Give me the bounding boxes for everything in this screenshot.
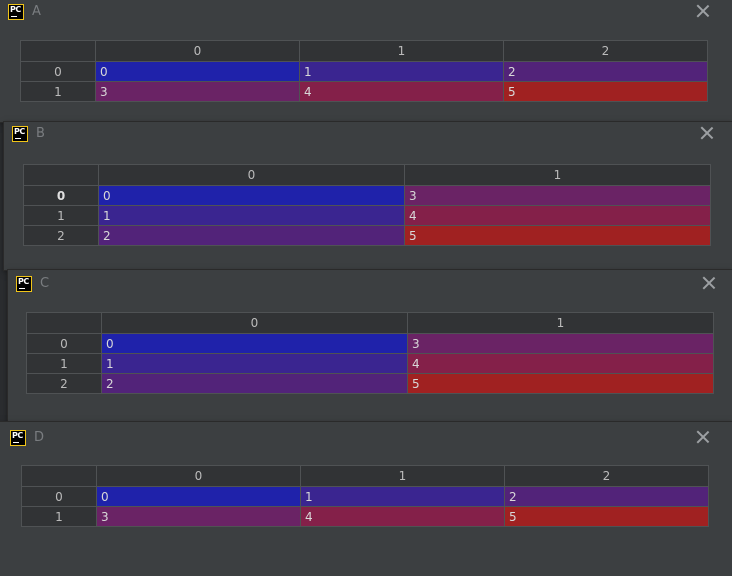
column-header[interactable]: 1 (299, 40, 504, 62)
corner-header (23, 164, 99, 186)
table-cell[interactable]: 0 (101, 333, 408, 354)
table-cell[interactable]: 4 (300, 506, 505, 527)
dataframe-window: PC C 0 1 0 0 3 1 1 4 2 2 5 (8, 270, 732, 422)
table-cell[interactable]: 2 (98, 225, 405, 246)
pycharm-icon-bar (15, 138, 21, 139)
row-header[interactable]: 1 (21, 506, 97, 527)
table-cell[interactable]: 0 (95, 61, 300, 82)
table-cell[interactable]: 2 (504, 486, 709, 507)
pycharm-icon: PC (8, 4, 24, 20)
column-header[interactable]: 1 (407, 312, 714, 334)
table-cell[interactable]: 0 (96, 486, 301, 507)
pycharm-icon: PC (12, 126, 28, 142)
column-header[interactable]: 0 (95, 40, 300, 62)
table-cell[interactable]: 1 (101, 353, 408, 374)
pycharm-icon: PC (10, 430, 26, 446)
close-icon[interactable] (696, 430, 710, 444)
close-icon[interactable] (702, 276, 716, 290)
corner-header (21, 465, 97, 487)
row-header[interactable]: 2 (26, 373, 102, 394)
close-icon[interactable] (696, 4, 710, 18)
table-cell[interactable]: 4 (404, 205, 711, 226)
table-cell[interactable]: 3 (96, 506, 301, 527)
row-header[interactable]: 0 (20, 61, 96, 82)
row-header[interactable]: 1 (23, 205, 99, 226)
window-title: A (32, 4, 41, 19)
table-cell[interactable]: 2 (101, 373, 408, 394)
table-cell[interactable]: 5 (407, 373, 714, 394)
row-header[interactable]: 1 (20, 81, 96, 102)
column-header[interactable]: 0 (101, 312, 408, 334)
column-header[interactable]: 2 (504, 465, 709, 487)
table-cell[interactable]: 4 (299, 81, 504, 102)
row-header[interactable]: 0 (26, 333, 102, 354)
column-header[interactable]: 0 (98, 164, 405, 186)
table-cell[interactable]: 5 (404, 225, 711, 246)
window-title: D (34, 430, 45, 445)
column-header[interactable]: 2 (503, 40, 708, 62)
table-cell[interactable]: 2 (503, 61, 708, 82)
table-cell[interactable]: 4 (407, 353, 714, 374)
table-cell[interactable]: 1 (299, 61, 504, 82)
dataframe-window: PC D 0 1 2 0 0 1 2 1 3 4 5 (0, 422, 732, 576)
table-cell[interactable]: 5 (504, 506, 709, 527)
row-header[interactable]: 0 (21, 486, 97, 507)
window-title: B (36, 126, 45, 141)
column-header[interactable]: 1 (404, 164, 711, 186)
dataframe-window: PC A 0 1 2 0 0 1 2 1 3 4 5 (0, 0, 732, 122)
pycharm-icon-bar (19, 288, 25, 289)
dataframe-window: PC B 0 1 0 0 3 1 1 4 2 2 5 (4, 122, 732, 270)
table-cell[interactable]: 0 (98, 185, 405, 206)
pycharm-icon-glyph: PC (10, 5, 21, 14)
window-title: C (40, 276, 50, 291)
pycharm-icon-glyph: PC (12, 431, 23, 440)
table-cell[interactable]: 3 (407, 333, 714, 354)
pycharm-icon: PC (16, 276, 32, 292)
table-cell[interactable]: 3 (404, 185, 711, 206)
column-header[interactable]: 0 (96, 465, 301, 487)
row-header[interactable]: 1 (26, 353, 102, 374)
pycharm-icon-bar (13, 442, 19, 443)
close-icon[interactable] (700, 126, 714, 140)
table-cell[interactable]: 5 (503, 81, 708, 102)
corner-header (20, 40, 96, 62)
corner-header (26, 312, 102, 334)
table-cell[interactable]: 1 (98, 205, 405, 226)
row-header[interactable]: 0 (23, 185, 99, 206)
column-header[interactable]: 1 (300, 465, 505, 487)
pycharm-icon-glyph: PC (14, 127, 25, 136)
pycharm-icon-glyph: PC (18, 277, 29, 286)
pycharm-icon-bar (11, 16, 17, 17)
row-header[interactable]: 2 (23, 225, 99, 246)
table-cell[interactable]: 1 (300, 486, 505, 507)
table-cell[interactable]: 3 (95, 81, 300, 102)
